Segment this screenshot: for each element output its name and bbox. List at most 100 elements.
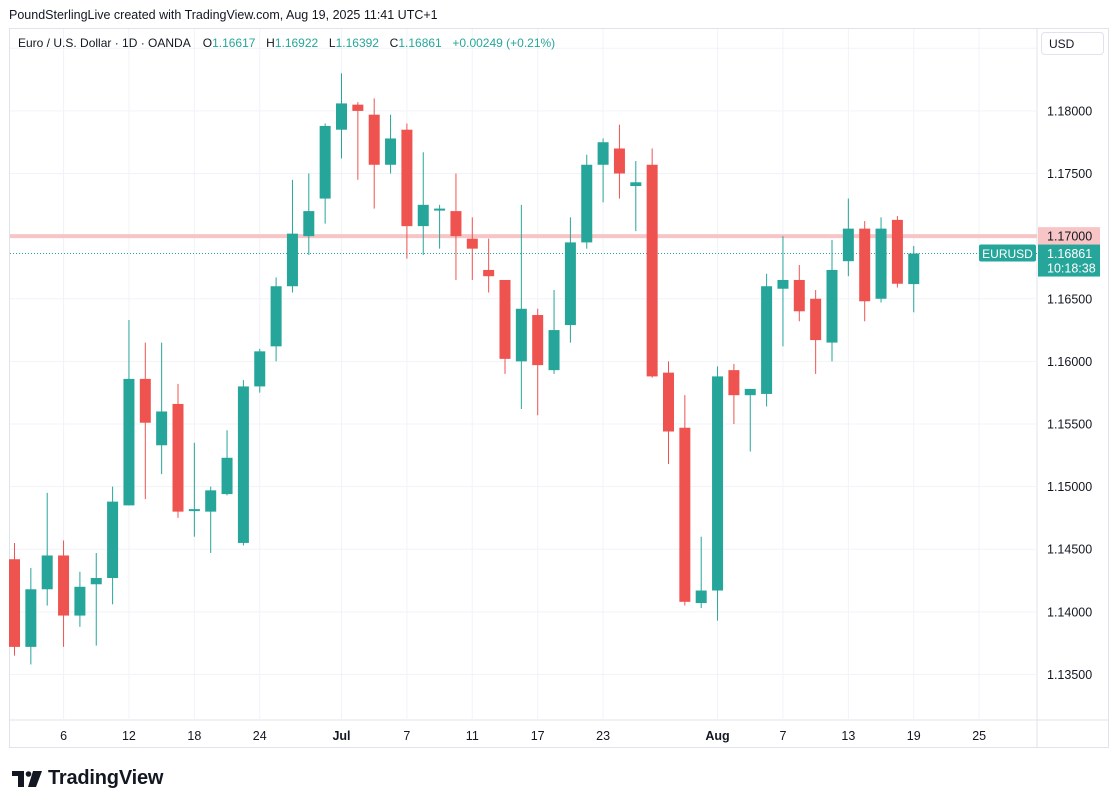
candle-up (156, 342, 168, 475)
candle-body (9, 559, 20, 647)
candle-down (728, 363, 740, 424)
tradingview-logo[interactable]: TradingView (12, 767, 163, 790)
candles (9, 73, 920, 665)
time-tick-label: 11 (466, 729, 479, 743)
candle-body (286, 233, 298, 287)
candle-down (679, 395, 691, 606)
candle-body (450, 211, 462, 237)
chart-frame (9, 28, 1109, 748)
candle-body (254, 351, 266, 387)
candle-up (188, 442, 200, 537)
candle-up (25, 567, 37, 665)
candle-body (597, 142, 609, 165)
candle-up (597, 138, 609, 203)
candle-body (548, 330, 560, 371)
candle-body (74, 586, 86, 616)
candle-down (499, 279, 511, 374)
time-tick-label: 19 (907, 729, 921, 743)
candle-body (303, 211, 315, 237)
price-tick-label: 1.15000 (1047, 480, 1092, 494)
candle-up (826, 239, 838, 362)
candle-up (434, 204, 446, 249)
currency-button[interactable]: USD (1041, 32, 1104, 55)
open-label: O (202, 36, 213, 50)
candle-up (41, 492, 53, 606)
candle-up (630, 161, 642, 232)
time-tick-label: 23 (596, 729, 610, 743)
candle-body (728, 370, 740, 396)
candle-up (303, 173, 315, 255)
last-price-text: 1.16861 (1047, 247, 1092, 261)
close-label: C (389, 36, 399, 50)
candle-up (417, 152, 429, 255)
candle-body (270, 286, 282, 347)
candle-down (532, 308, 544, 416)
candle-down (172, 383, 184, 518)
candle-up (744, 388, 756, 452)
symbol-name: Euro / U.S. Dollar · 1D · OANDA (18, 36, 191, 50)
price-tick-label: 1.14500 (1047, 543, 1092, 557)
candle-down (663, 361, 674, 465)
level-line (10, 234, 1037, 239)
candle-body (58, 555, 70, 616)
candle-body (221, 457, 233, 495)
candle-up (695, 536, 707, 609)
candle-up (123, 320, 135, 506)
time-tick-label: 18 (187, 729, 201, 743)
price-tick-label: 1.17500 (1047, 167, 1092, 181)
time-tick-label: Jul (332, 729, 350, 743)
candle-body (891, 219, 903, 284)
time-tick-label: 13 (841, 729, 855, 743)
candle-down (450, 173, 462, 280)
time-tick-label: Aug (705, 729, 729, 743)
candle-body (466, 238, 478, 249)
grid-lines (10, 29, 1108, 748)
candle-body (842, 228, 854, 262)
candle-body (712, 376, 724, 591)
low-label: L (328, 36, 336, 50)
candle-down (352, 102, 364, 180)
price-tick-label: 1.16500 (1047, 292, 1092, 306)
candle-up (548, 289, 560, 374)
candle-down (793, 264, 805, 322)
candle-body (826, 269, 838, 343)
candle-up (336, 73, 347, 159)
candle-down (891, 216, 903, 288)
candle-body (499, 279, 511, 359)
brand-name: TradingView (48, 767, 164, 789)
candle-body (744, 388, 756, 396)
candle-up (74, 571, 86, 627)
candle-body (483, 269, 495, 277)
candle-up (205, 486, 217, 553)
close-value: 1.16861 (398, 36, 442, 50)
candle-body (859, 228, 871, 302)
candle-body (123, 378, 135, 506)
candle-up (908, 245, 920, 313)
time-axis: 6 12 18 24 Jul 7 11 17 23 Aug 7 13 19 25 (60, 729, 986, 743)
candle-body (613, 148, 625, 174)
time-tick-label: 7 (779, 729, 786, 743)
price-tick-label: 1.18000 (1047, 104, 1092, 118)
open-value: 1.16617 (212, 36, 256, 50)
candle-body (875, 228, 887, 299)
candle-down (58, 540, 70, 647)
candle-body (761, 286, 773, 394)
high-label: H (266, 36, 275, 50)
candle-body (564, 242, 576, 326)
candle-up (221, 430, 233, 496)
price-tick-label: 1.15500 (1047, 417, 1092, 431)
candle-body (810, 298, 822, 341)
candle-up (237, 380, 249, 546)
candle-down (401, 123, 413, 259)
chart-caption: PoundSterlingLive created with TradingVi… (9, 8, 438, 22)
candle-body (434, 208, 446, 211)
candle-down (9, 542, 20, 656)
candle-body (679, 427, 691, 602)
candle-body (385, 138, 397, 165)
countdown-text: 10:18:38 (1047, 262, 1096, 276)
time-tick-label: 25 (972, 729, 986, 743)
candle-up (385, 114, 397, 174)
price-tick-label: 1.13500 (1047, 668, 1092, 682)
